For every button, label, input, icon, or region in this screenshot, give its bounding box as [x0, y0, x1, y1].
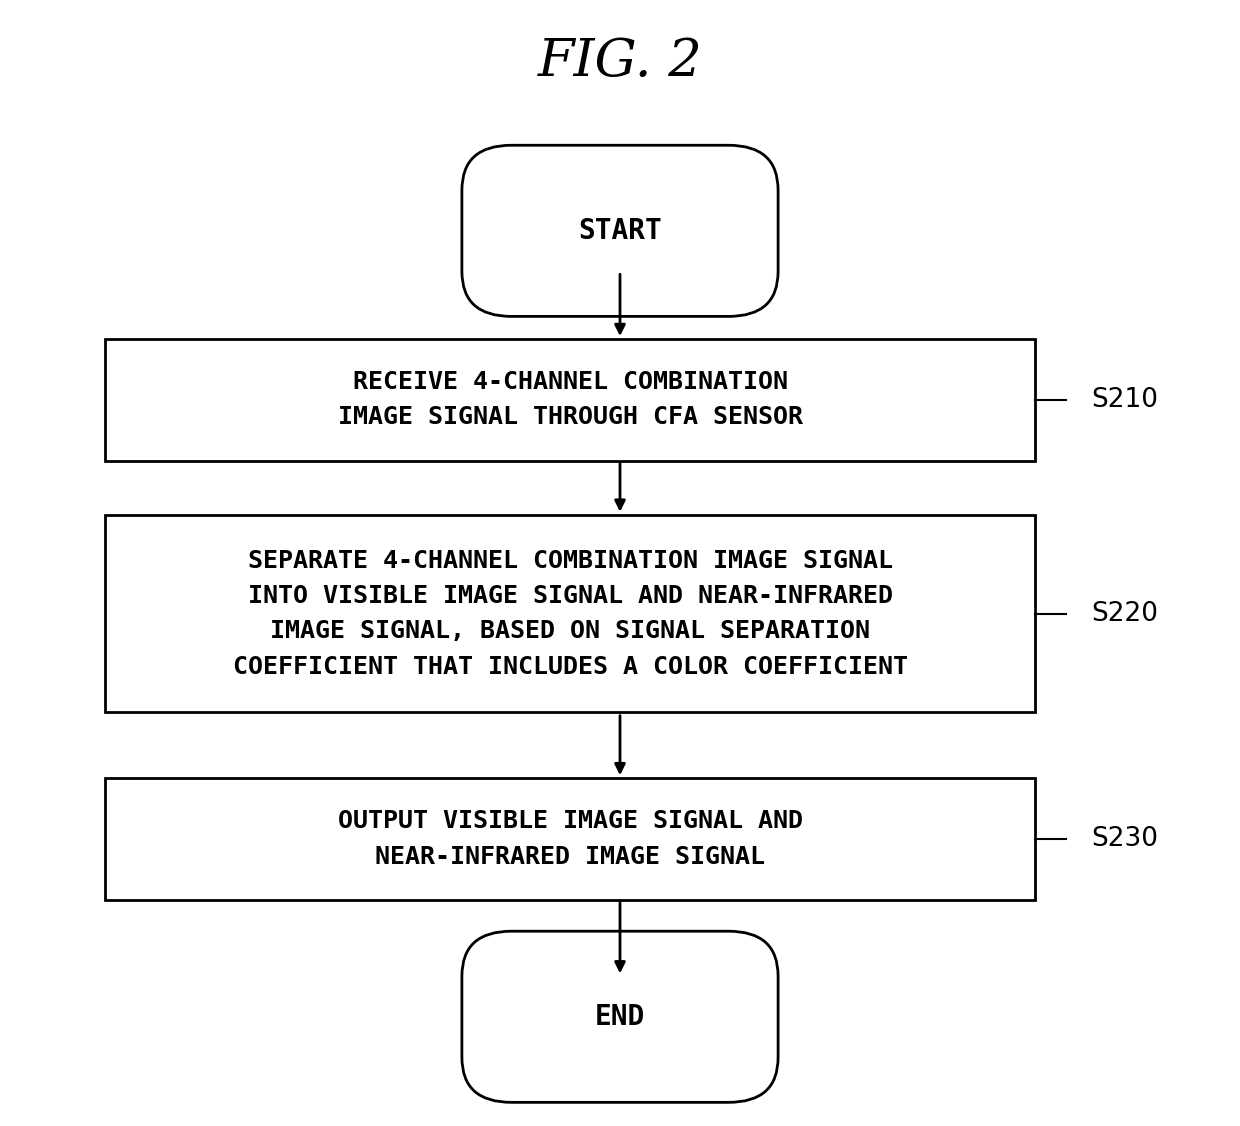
Text: START: START	[578, 217, 662, 244]
Bar	[105, 339, 1035, 461]
Bar	[105, 516, 1035, 712]
Text: SEPARATE 4-CHANNEL COMBINATION IMAGE SIGNAL
INTO VISIBLE IMAGE SIGNAL AND NEAR-I: SEPARATE 4-CHANNEL COMBINATION IMAGE SIG…	[233, 548, 908, 679]
FancyBboxPatch shape	[461, 145, 779, 316]
Text: S210: S210	[1091, 386, 1158, 413]
Text: END: END	[595, 1003, 645, 1030]
Bar	[105, 778, 1035, 900]
Text: RECEIVE 4-CHANNEL COMBINATION
IMAGE SIGNAL THROUGH CFA SENSOR: RECEIVE 4-CHANNEL COMBINATION IMAGE SIGN…	[337, 370, 804, 429]
Text: OUTPUT VISIBLE IMAGE SIGNAL AND
NEAR-INFRARED IMAGE SIGNAL: OUTPUT VISIBLE IMAGE SIGNAL AND NEAR-INF…	[337, 810, 804, 868]
Text: S220: S220	[1091, 600, 1158, 627]
Text: S230: S230	[1091, 825, 1158, 852]
FancyBboxPatch shape	[461, 931, 779, 1102]
Text: FIG. 2: FIG. 2	[538, 36, 702, 88]
